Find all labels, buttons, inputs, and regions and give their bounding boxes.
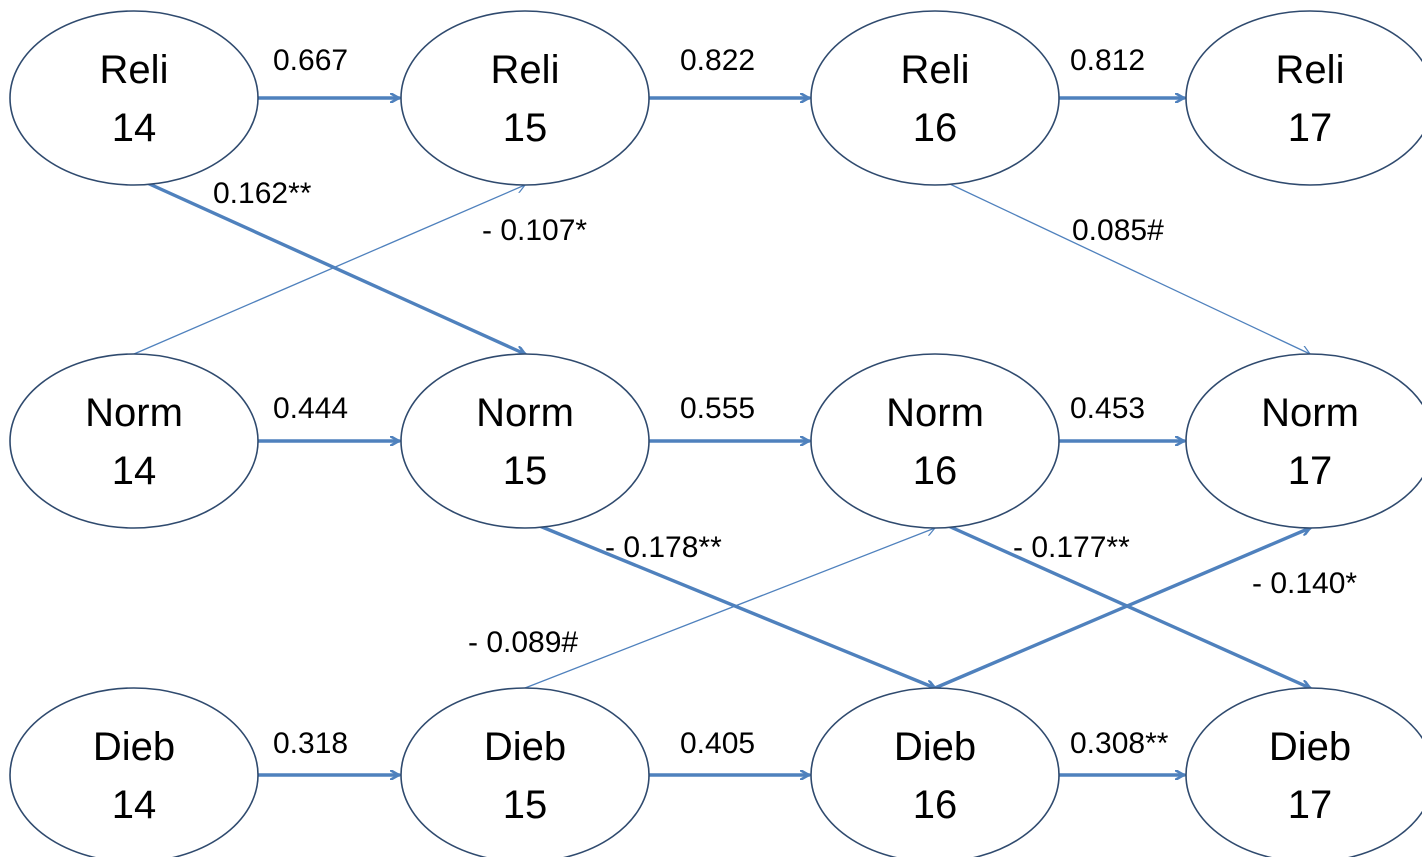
node-wave: 16 bbox=[913, 783, 958, 827]
node-ellipse bbox=[9, 687, 259, 857]
node-ellipse bbox=[9, 353, 259, 529]
edge-label-reli16-to-reli17: 0.812 bbox=[1070, 44, 1145, 77]
edge-norm14-to-reli15 bbox=[133, 185, 525, 355]
node-wave: 15 bbox=[503, 783, 548, 827]
node-ellipse bbox=[1185, 10, 1422, 186]
node-dieb14: Dieb 14 bbox=[9, 687, 259, 857]
node-ellipse bbox=[9, 10, 259, 186]
node-dieb16: Dieb 16 bbox=[810, 687, 1060, 857]
edge-label-norm15-to-dieb16: - 0.178** bbox=[605, 531, 722, 564]
node-name: Norm bbox=[886, 391, 984, 435]
node-reli16: Reli 16 bbox=[810, 10, 1060, 186]
edge-label-reli14-to-norm15: 0.162** bbox=[213, 177, 312, 210]
node-name: Dieb bbox=[1269, 725, 1351, 769]
node-norm15: Norm 15 bbox=[400, 353, 650, 529]
edge-reli14-to-norm15 bbox=[132, 175, 525, 354]
node-name: Reli bbox=[1276, 48, 1345, 92]
edge-norm16-to-dieb17 bbox=[933, 518, 1310, 688]
node-norm16: Norm 16 bbox=[810, 353, 1060, 529]
edge-label-layer: 0.667 0.822 0.812 0.444 0.555 0.453 0.318 0.405… bbox=[213, 44, 1357, 760]
node-name: Reli bbox=[491, 48, 560, 92]
node-wave: 16 bbox=[913, 106, 958, 150]
node-layer: Reli14Reli15Reli16Reli17Norm14Norm15Norm… bbox=[9, 10, 1422, 857]
edge-layer bbox=[132, 98, 1310, 775]
edge-dieb15-to-norm16 bbox=[524, 528, 935, 689]
node-name: Norm bbox=[1261, 391, 1359, 435]
node-ellipse bbox=[400, 687, 650, 857]
node-name: Reli bbox=[901, 48, 970, 92]
node-wave: 15 bbox=[503, 106, 548, 150]
node-wave: 14 bbox=[112, 106, 157, 150]
node-reli14: Reli 14 bbox=[9, 10, 259, 186]
edge-label-norm16-to-dieb17: - 0.177** bbox=[1013, 531, 1130, 564]
edge-reli16-to-norm17 bbox=[934, 176, 1310, 354]
node-wave: 16 bbox=[913, 449, 958, 493]
node-name: Norm bbox=[85, 391, 183, 435]
node-name: Dieb bbox=[894, 725, 976, 769]
edge-label-dieb15-to-norm16: - 0.089# bbox=[468, 626, 578, 659]
edge-label-dieb14-to-dieb15: 0.318 bbox=[273, 727, 348, 760]
edge-label-dieb16-to-dieb17: 0.308** bbox=[1070, 727, 1169, 760]
node-dieb17: Dieb 17 bbox=[1185, 687, 1422, 857]
node-ellipse bbox=[810, 687, 1060, 857]
node-ellipse bbox=[1185, 353, 1422, 529]
node-wave: 15 bbox=[503, 449, 548, 493]
node-ellipse bbox=[810, 353, 1060, 529]
edge-label-norm14-to-reli15: - 0.107* bbox=[482, 214, 587, 247]
edge-dieb16-to-norm17 bbox=[933, 528, 1310, 690]
node-name: Dieb bbox=[93, 725, 175, 769]
node-wave: 14 bbox=[112, 449, 157, 493]
node-ellipse bbox=[400, 353, 650, 529]
edge-label-norm14-to-norm15: 0.444 bbox=[273, 392, 348, 425]
edge-label-norm15-to-norm16: 0.555 bbox=[680, 392, 755, 425]
node-dieb15: Dieb 15 bbox=[400, 687, 650, 857]
edge-label-reli16-to-norm17: 0.085# bbox=[1072, 214, 1164, 247]
node-reli17: Reli 17 bbox=[1185, 10, 1422, 186]
node-name: Dieb bbox=[484, 725, 566, 769]
node-name: Reli bbox=[100, 48, 169, 92]
edge-label-dieb16-to-norm17: - 0.140* bbox=[1252, 567, 1357, 600]
node-ellipse bbox=[400, 10, 650, 186]
node-wave: 17 bbox=[1288, 783, 1333, 827]
node-norm14: Norm 14 bbox=[9, 353, 259, 529]
edge-label-reli14-to-reli15: 0.667 bbox=[273, 44, 348, 77]
node-name: Norm bbox=[476, 391, 574, 435]
edge-label-norm16-to-norm17: 0.453 bbox=[1070, 392, 1145, 425]
node-norm17: Norm 17 bbox=[1185, 353, 1422, 529]
node-wave: 14 bbox=[112, 783, 157, 827]
node-ellipse bbox=[1185, 687, 1422, 857]
node-wave: 17 bbox=[1288, 106, 1333, 150]
edge-label-reli15-to-reli16: 0.822 bbox=[680, 44, 755, 77]
node-reli15: Reli 15 bbox=[400, 10, 650, 186]
node-ellipse bbox=[810, 10, 1060, 186]
node-wave: 17 bbox=[1288, 449, 1333, 493]
edge-norm15-to-dieb16 bbox=[523, 518, 935, 688]
edge-label-dieb15-to-dieb16: 0.405 bbox=[680, 727, 755, 760]
